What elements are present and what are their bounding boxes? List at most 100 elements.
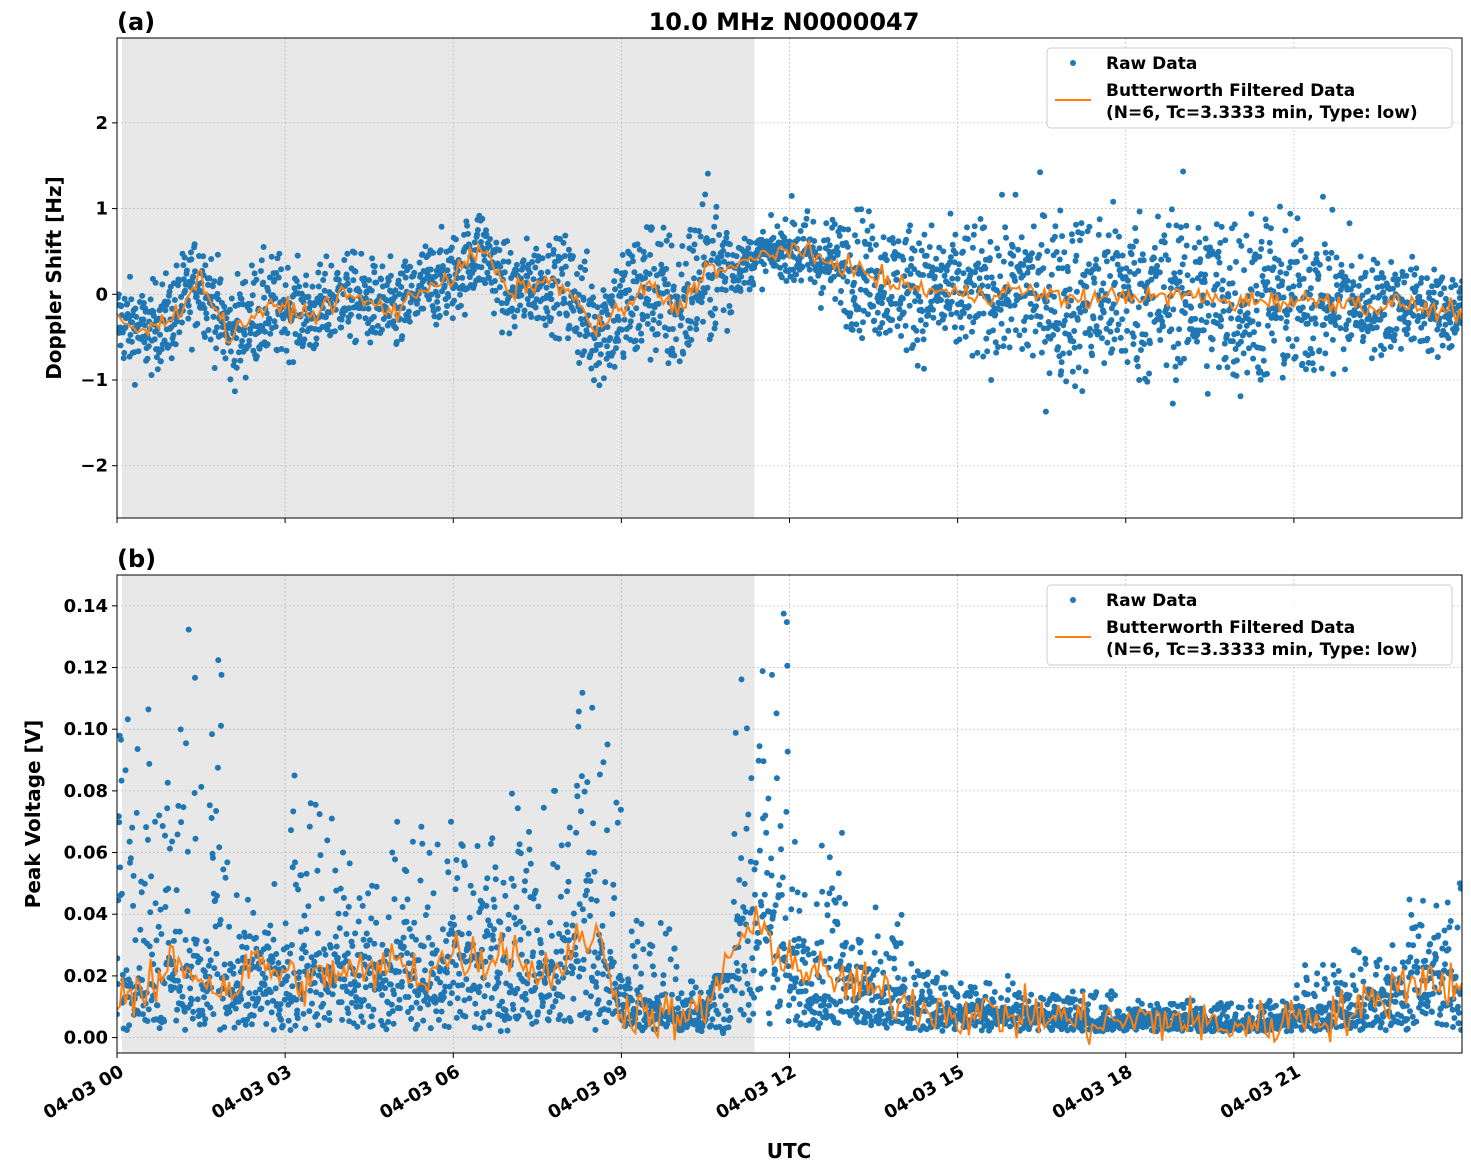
raw-data-point xyxy=(918,247,925,254)
raw-data-point xyxy=(155,923,162,930)
raw-data-point xyxy=(180,262,187,269)
raw-data-point xyxy=(128,296,135,303)
raw-data-point xyxy=(508,875,515,882)
raw-data-point xyxy=(433,947,440,954)
raw-data-point xyxy=(556,310,563,317)
raw-data-point xyxy=(613,345,619,352)
raw-data-point xyxy=(907,222,914,229)
raw-data-point xyxy=(459,842,466,849)
raw-data-point xyxy=(1428,347,1435,354)
raw-data-point xyxy=(901,282,908,289)
raw-data-point xyxy=(618,326,625,333)
raw-data-point xyxy=(1046,370,1053,377)
raw-data-point xyxy=(565,335,571,342)
raw-data-point xyxy=(1170,344,1177,351)
raw-data-point xyxy=(762,812,769,819)
raw-data-point xyxy=(1038,349,1045,356)
raw-data-point xyxy=(285,1017,292,1024)
raw-data-point xyxy=(385,277,392,284)
raw-data-point xyxy=(247,330,254,337)
raw-data-point xyxy=(791,277,797,284)
raw-data-point xyxy=(995,252,1002,259)
raw-data-point xyxy=(487,922,493,929)
raw-data-point xyxy=(793,975,800,982)
raw-data-point xyxy=(1391,331,1398,338)
raw-data-point xyxy=(549,1003,556,1010)
raw-data-point xyxy=(398,983,405,990)
raw-data-point xyxy=(1136,377,1143,383)
raw-data-point xyxy=(985,283,992,290)
raw-data-point xyxy=(444,267,451,274)
raw-data-point xyxy=(1246,345,1252,352)
raw-data-point xyxy=(1086,261,1092,268)
raw-data-point xyxy=(747,858,754,865)
raw-data-point xyxy=(1125,277,1131,284)
raw-data-point xyxy=(170,937,177,944)
raw-data-point xyxy=(802,222,809,229)
raw-data-point xyxy=(992,311,999,318)
raw-data-point xyxy=(603,1019,610,1026)
raw-data-point xyxy=(1335,314,1342,321)
raw-data-point xyxy=(920,336,927,343)
raw-data-point xyxy=(141,339,148,346)
raw-data-point xyxy=(1390,285,1396,292)
raw-data-point xyxy=(517,918,524,925)
raw-data-point xyxy=(443,310,450,316)
raw-data-point xyxy=(711,223,718,230)
raw-data-point xyxy=(824,236,831,243)
raw-data-point xyxy=(1285,336,1292,343)
raw-data-point xyxy=(851,294,858,301)
raw-data-point xyxy=(970,319,977,326)
raw-data-point xyxy=(663,265,670,272)
raw-data-point xyxy=(724,251,731,258)
raw-data-point xyxy=(559,993,566,1000)
raw-data-point xyxy=(917,298,924,305)
raw-data-point xyxy=(1064,268,1071,275)
raw-data-point xyxy=(326,1017,333,1024)
raw-data-point xyxy=(230,970,237,977)
raw-data-point xyxy=(1297,236,1304,243)
raw-data-point xyxy=(117,819,123,826)
raw-data-point xyxy=(1292,353,1299,360)
raw-data-point xyxy=(313,989,320,996)
raw-data-point xyxy=(641,254,648,261)
raw-data-point xyxy=(436,312,443,319)
raw-data-point xyxy=(1177,224,1184,231)
raw-data-point xyxy=(1185,336,1192,343)
raw-data-point xyxy=(748,775,755,782)
raw-data-point xyxy=(172,928,179,935)
raw-data-point xyxy=(1309,350,1316,357)
raw-data-point xyxy=(214,892,220,899)
raw-data-point xyxy=(1294,258,1300,265)
raw-data-point xyxy=(407,263,414,270)
raw-data-point xyxy=(1457,319,1462,326)
raw-data-point xyxy=(478,905,484,912)
raw-data-point xyxy=(1022,249,1029,255)
raw-data-point xyxy=(209,731,215,738)
raw-data-point xyxy=(876,330,883,337)
raw-data-point xyxy=(316,811,323,818)
raw-data-point xyxy=(371,269,378,276)
raw-data-point xyxy=(750,281,757,288)
raw-data-point xyxy=(530,276,537,283)
raw-data-point xyxy=(1029,352,1036,359)
raw-data-point xyxy=(358,250,365,257)
raw-data-point xyxy=(242,933,249,940)
raw-data-point xyxy=(772,902,779,909)
raw-data-point xyxy=(1299,304,1306,311)
raw-data-point xyxy=(1401,279,1408,286)
raw-data-point xyxy=(492,864,499,871)
raw-data-point xyxy=(678,271,685,278)
raw-data-point xyxy=(611,895,618,901)
raw-data-point xyxy=(1201,279,1208,286)
raw-data-point xyxy=(975,260,982,267)
raw-data-point xyxy=(839,951,846,958)
y-tick-label: −1 xyxy=(80,370,108,391)
raw-data-point xyxy=(209,854,216,861)
raw-data-point xyxy=(248,300,255,307)
raw-data-point xyxy=(516,841,523,848)
raw-data-point xyxy=(1373,324,1380,331)
raw-data-point xyxy=(1033,303,1040,310)
raw-data-point xyxy=(457,302,464,309)
raw-data-point xyxy=(505,258,512,265)
